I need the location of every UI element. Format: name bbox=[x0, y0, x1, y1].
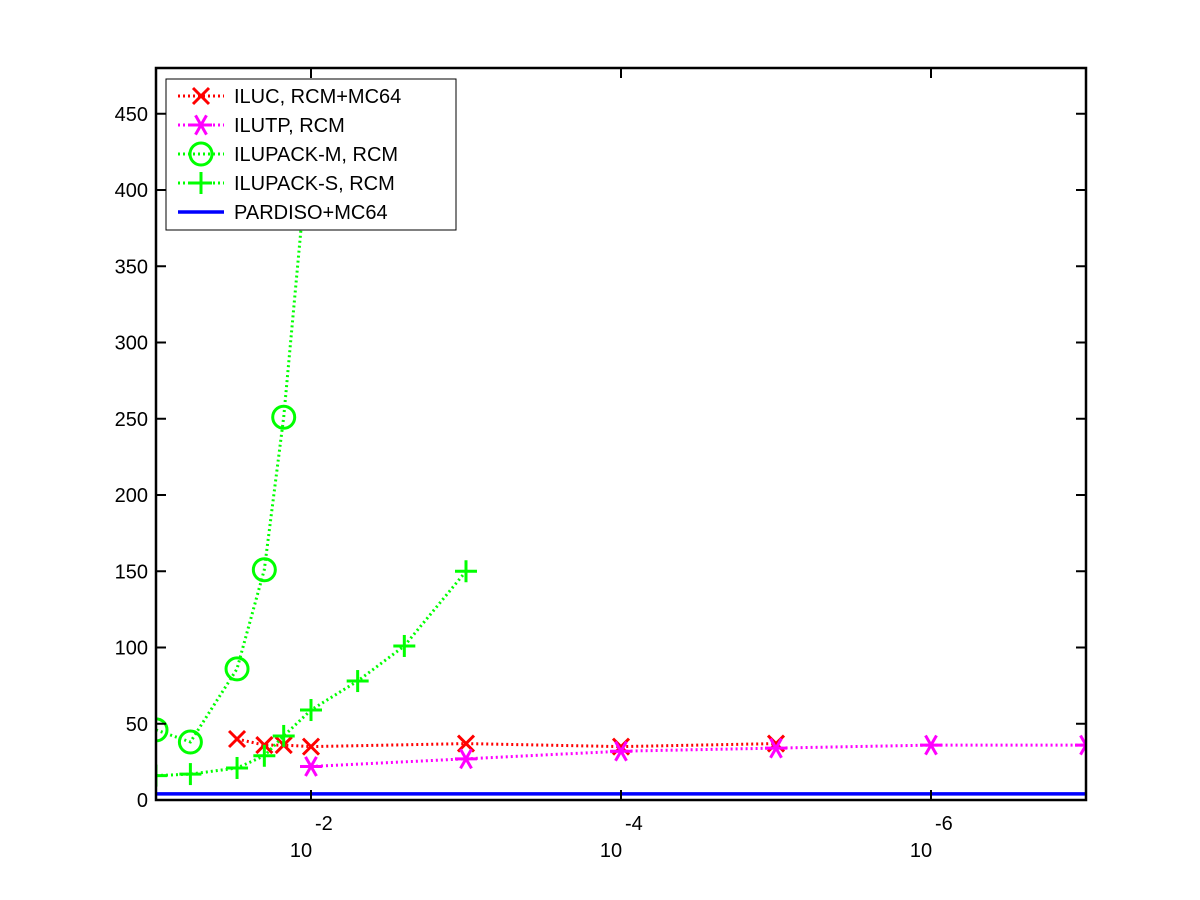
data-point bbox=[455, 560, 477, 583]
series-1 bbox=[300, 734, 1086, 777]
data-point bbox=[224, 656, 250, 682]
data-point bbox=[253, 744, 276, 767]
y-tick-label: 150 bbox=[115, 561, 148, 583]
y-tick-label: 400 bbox=[115, 180, 148, 202]
data-point bbox=[271, 404, 297, 430]
legend-label: ILUPACK-S, RCM bbox=[234, 173, 395, 195]
legend: ILUC, RCM+MC64 ILUTP, RCM ILUPACK-M, RCM IL… bbox=[165, 78, 457, 231]
x-tick-exponent: -4 bbox=[625, 813, 643, 835]
data-point bbox=[301, 737, 321, 756]
data-point bbox=[920, 734, 942, 756]
data-point bbox=[610, 740, 632, 762]
data-point bbox=[456, 734, 476, 753]
x-tick-base: 10 bbox=[600, 840, 622, 862]
legend-marker bbox=[190, 114, 212, 136]
data-point bbox=[227, 729, 247, 749]
legend-item: ILUPACK-S, RCM bbox=[178, 172, 395, 195]
legend-label: ILUC, RCM+MC64 bbox=[234, 86, 401, 108]
data-point bbox=[179, 763, 202, 786]
data-point bbox=[156, 717, 169, 743]
legend-label: ILUTP, RCM bbox=[234, 115, 345, 137]
data-point bbox=[1075, 734, 1086, 756]
y-tick-label: 100 bbox=[115, 638, 148, 660]
legend-label: PARDISO+MC64 bbox=[234, 202, 388, 224]
y-tick-label: 300 bbox=[115, 333, 148, 355]
legend-item: ILUC, RCM+MC64 bbox=[178, 86, 401, 108]
data-point bbox=[455, 748, 477, 770]
data-point bbox=[156, 764, 167, 787]
legend-item: ILUPACK-M, RCM bbox=[178, 141, 398, 167]
data-point bbox=[393, 634, 416, 657]
data-point bbox=[177, 729, 203, 755]
plot-frame bbox=[154, 66, 1088, 802]
legend-marker bbox=[190, 172, 212, 194]
y-tick-label: 350 bbox=[115, 256, 148, 278]
x-tick-exponent: -6 bbox=[935, 813, 953, 835]
legend-item: PARDISO+MC64 bbox=[178, 202, 388, 224]
y-tick-label: 450 bbox=[115, 104, 148, 126]
x-tick-label: 10-6 bbox=[910, 813, 953, 862]
x-tick-label: 10-2 bbox=[290, 813, 333, 862]
data-point bbox=[226, 756, 249, 779]
x-tick-label: 10-4 bbox=[600, 813, 643, 862]
data-point bbox=[300, 756, 322, 777]
legend-item: ILUTP, RCM bbox=[178, 114, 345, 137]
data-point bbox=[346, 670, 369, 693]
y-tick-label: 250 bbox=[115, 409, 148, 431]
data-point bbox=[765, 737, 787, 759]
legend-label: ILUPACK-M, RCM bbox=[234, 144, 398, 166]
legend-marker bbox=[191, 86, 211, 106]
x-tick-exponent: -2 bbox=[315, 813, 333, 835]
data-point bbox=[300, 699, 322, 722]
series-3 bbox=[156, 560, 477, 787]
series-line bbox=[156, 570, 468, 778]
x-tick-base: 10 bbox=[910, 840, 932, 862]
x-tick-base: 10 bbox=[290, 840, 312, 862]
y-tick-label: 0 bbox=[137, 790, 148, 812]
series-line bbox=[156, 189, 307, 744]
y-tick-label: 50 bbox=[126, 714, 148, 736]
y-tick-label: 200 bbox=[115, 485, 148, 507]
legend-marker bbox=[188, 141, 214, 167]
series-line bbox=[310, 743, 1086, 768]
data-point bbox=[272, 724, 295, 747]
data-point bbox=[251, 557, 277, 583]
